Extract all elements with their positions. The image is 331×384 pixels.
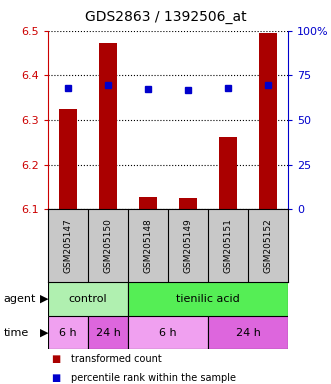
Bar: [48, 282, 128, 316]
Text: 24 h: 24 h: [236, 328, 260, 338]
Text: 6 h: 6 h: [59, 328, 77, 338]
Bar: [139, 197, 157, 209]
Bar: [179, 198, 197, 209]
Text: percentile rank within the sample: percentile rank within the sample: [71, 373, 236, 383]
Text: GDS2863 / 1392506_at: GDS2863 / 1392506_at: [85, 10, 246, 23]
Text: tienilic acid: tienilic acid: [176, 294, 240, 304]
Text: GSM205150: GSM205150: [104, 218, 113, 273]
Bar: [59, 109, 77, 209]
Bar: [219, 137, 237, 209]
Bar: [128, 316, 208, 349]
Text: ■: ■: [51, 373, 61, 383]
Text: control: control: [69, 294, 107, 304]
Text: 24 h: 24 h: [96, 328, 120, 338]
Bar: [128, 282, 288, 316]
Bar: [99, 43, 117, 209]
Text: ▶: ▶: [40, 294, 48, 304]
Text: ■: ■: [51, 354, 61, 364]
Text: GSM205149: GSM205149: [183, 218, 193, 273]
Text: GSM205151: GSM205151: [223, 218, 232, 273]
Bar: [208, 316, 288, 349]
Bar: [88, 316, 128, 349]
Text: agent: agent: [3, 294, 36, 304]
Text: GSM205148: GSM205148: [143, 218, 153, 273]
Text: time: time: [3, 328, 28, 338]
Text: 6 h: 6 h: [159, 328, 177, 338]
Text: transformed count: transformed count: [71, 354, 162, 364]
Bar: [259, 33, 277, 209]
Text: GSM205152: GSM205152: [263, 218, 272, 273]
Text: GSM205147: GSM205147: [64, 218, 72, 273]
Text: ▶: ▶: [40, 328, 48, 338]
Bar: [48, 316, 88, 349]
